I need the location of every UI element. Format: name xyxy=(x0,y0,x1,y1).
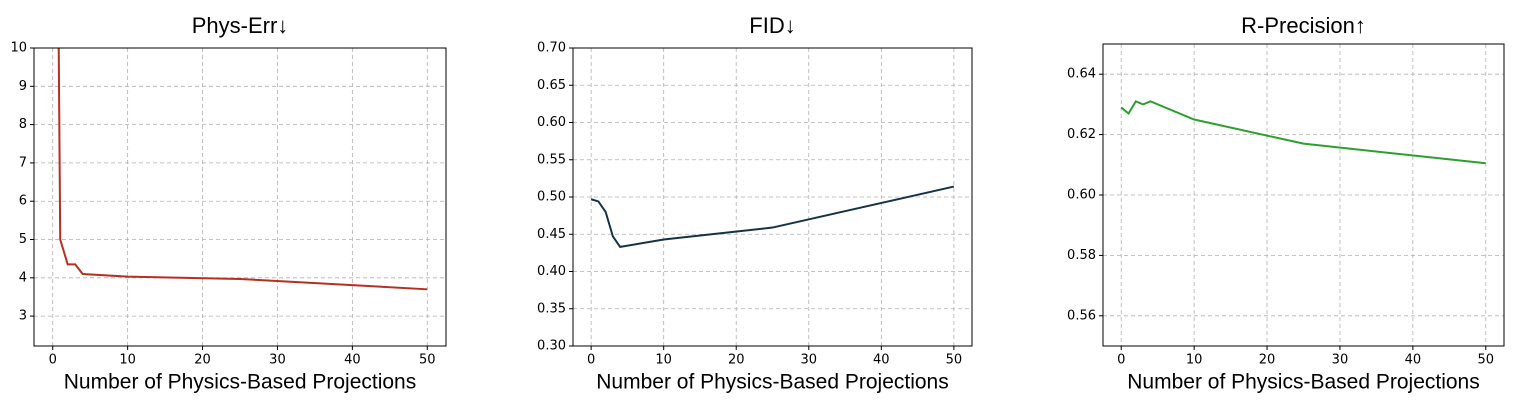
data-line xyxy=(1120,100,1486,165)
plot-frame xyxy=(1102,43,1505,347)
y-tick-label: 7 xyxy=(19,155,27,170)
plot-frame xyxy=(33,47,447,347)
x-tick-label: 50 xyxy=(946,353,963,368)
x-tick-label: 40 xyxy=(1405,353,1422,368)
y-tick-label: 0.62 xyxy=(1067,127,1096,142)
x-tick-label: 0 xyxy=(1117,353,1125,368)
x-tick-label: 50 xyxy=(419,353,436,368)
y-tick-label: 0.64 xyxy=(1067,67,1096,82)
data-line xyxy=(590,185,955,249)
x-tick-label: 40 xyxy=(873,353,890,368)
x-tick-label: 0 xyxy=(587,353,595,368)
x-tick-label: 30 xyxy=(800,353,817,368)
y-tick-label: 0.60 xyxy=(1067,188,1096,203)
y-tick-label: 9 xyxy=(19,79,27,94)
x-axis-label: Number of Physics-Based Projections xyxy=(1127,371,1479,394)
x-tick-label: 50 xyxy=(1477,353,1494,368)
y-tick-label: 0.65 xyxy=(537,78,566,93)
x-axis-label: Number of Physics-Based Projections xyxy=(596,371,948,394)
chart-panel: FID↓Number of Physics-Based Projections0… xyxy=(537,13,973,394)
y-tick-label: 0.35 xyxy=(537,301,566,316)
data-line xyxy=(57,48,428,291)
y-tick-label: 10 xyxy=(10,41,27,56)
x-tick-label: 20 xyxy=(1259,353,1276,368)
y-tick-label: 0.58 xyxy=(1067,248,1096,263)
y-tick-label: 3 xyxy=(19,309,27,324)
y-tick-label: 0.60 xyxy=(537,115,566,130)
y-tick-label: 0.70 xyxy=(537,41,566,56)
x-tick-label: 30 xyxy=(269,353,286,368)
chart-title: FID↓ xyxy=(749,13,795,38)
y-tick-label: 0.50 xyxy=(537,190,566,205)
y-tick-label: 4 xyxy=(19,270,27,285)
x-tick-label: 10 xyxy=(655,353,672,368)
y-tick-label: 0.40 xyxy=(537,264,566,279)
chart-title: Phys-Err↓ xyxy=(192,13,289,38)
y-tick-label: 8 xyxy=(19,117,27,132)
x-tick-label: 10 xyxy=(1186,353,1203,368)
x-axis-label: Number of Physics-Based Projections xyxy=(64,371,416,394)
y-tick-label: 0.55 xyxy=(537,152,566,167)
x-tick-label: 40 xyxy=(344,353,361,368)
chart-panel: Phys-Err↓ Number of Physics-Based Project… xyxy=(10,13,447,394)
y-tick-label: 0.56 xyxy=(1067,308,1096,323)
x-tick-label: 10 xyxy=(119,353,136,368)
chart-title: R-Precision↑ xyxy=(1241,13,1366,38)
plot-frame xyxy=(572,47,973,347)
y-tick-label: 0.30 xyxy=(537,339,566,354)
x-tick-label: 0 xyxy=(49,353,57,368)
y-tick-label: 0.45 xyxy=(537,227,566,242)
y-tick-label: 5 xyxy=(19,232,27,247)
chart-panel: R-Precision↑ Number of Physics-Based Proj… xyxy=(1067,13,1505,394)
x-tick-label: 20 xyxy=(194,353,211,368)
x-tick-label: 30 xyxy=(1332,353,1349,368)
x-tick-label: 20 xyxy=(728,353,745,368)
y-tick-label: 6 xyxy=(19,194,27,209)
